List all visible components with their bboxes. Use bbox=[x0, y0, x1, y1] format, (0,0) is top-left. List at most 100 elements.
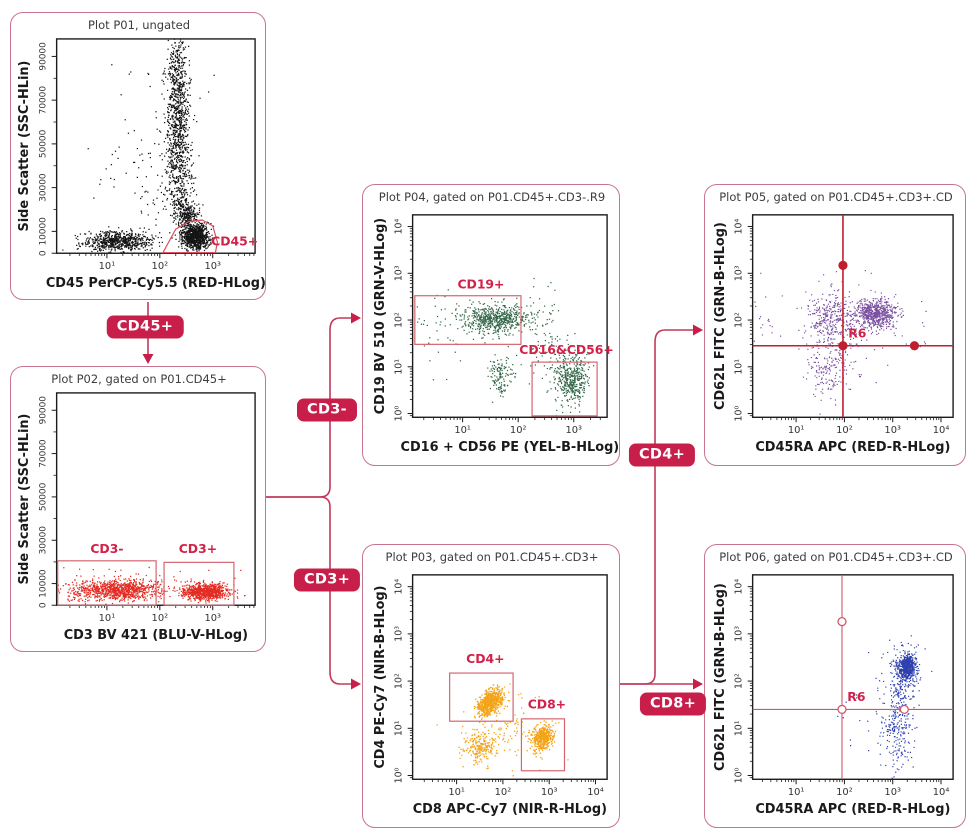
svg-text:10000: 10000 bbox=[39, 569, 49, 598]
svg-text:10³: 10³ bbox=[884, 425, 901, 436]
scatter-plot-p03: 10¹ 10² 10³ 10⁴ 10⁰ 10¹ 10² 10³ 10⁴ CD4+ CD8+ CD4 P… bbox=[373, 574, 608, 817]
svg-text:10⁰: 10⁰ bbox=[394, 767, 405, 783]
dot-cluster bbox=[57, 573, 176, 605]
quadrant-handle[interactable] bbox=[838, 341, 848, 351]
plot-title-p06: Plot P06, gated on P01.CD45+.CD3+.CD bbox=[719, 550, 953, 564]
quadrant-handle[interactable] bbox=[838, 260, 848, 270]
svg-text:10⁴: 10⁴ bbox=[734, 218, 745, 234]
quadrant-handle[interactable] bbox=[837, 616, 847, 627]
dot-cluster bbox=[487, 337, 518, 403]
gate-label: R6 bbox=[847, 689, 865, 704]
svg-text:10³: 10³ bbox=[565, 425, 582, 436]
plot-frame bbox=[411, 574, 608, 780]
scatter-plot-p02: 10¹ 10² 10³ 0 10000 30000 50000 70000 90000 CD3- C… bbox=[17, 392, 256, 643]
quadrant-handle[interactable] bbox=[909, 341, 920, 351]
plot-title-p03: Plot P03, gated on P01.CD45+.CD3+ bbox=[385, 550, 599, 564]
svg-text:10³: 10³ bbox=[394, 626, 405, 642]
cd3-positive-gate[interactable] bbox=[163, 561, 235, 606]
plot-title-p05: Plot P05, gated on P01.CD45+.CD3+.CD bbox=[719, 190, 953, 204]
dot-cluster bbox=[174, 218, 215, 254]
plot-frame bbox=[751, 574, 954, 780]
svg-text:10²: 10² bbox=[836, 425, 853, 436]
scatter-plot-p05: 10¹ 10² 10³ 10⁴ 10⁰ 10¹ 10² 10³ 10⁴ R6 CD62L FITC … bbox=[713, 214, 954, 455]
quadrant-handle[interactable] bbox=[837, 704, 847, 715]
svg-text:10¹: 10¹ bbox=[734, 359, 745, 375]
svg-text:10⁴: 10⁴ bbox=[587, 787, 604, 798]
svg-text:10⁰: 10⁰ bbox=[394, 405, 405, 421]
y-axis-label: CD62L FITC (GRN-B-HLog) bbox=[713, 222, 728, 410]
dot-cluster bbox=[163, 38, 191, 117]
gate-label: CD8+ bbox=[528, 696, 566, 711]
dot-cluster bbox=[172, 579, 246, 604]
x-axis-label: CD16 + CD56 PE (YEL-B-HLog) bbox=[401, 440, 619, 455]
dot-cluster bbox=[63, 566, 246, 605]
svg-text:10²: 10² bbox=[836, 787, 853, 798]
svg-text:10³: 10³ bbox=[884, 787, 901, 798]
gate-label: R6 bbox=[848, 325, 866, 340]
x-axis-label: CD8 APC-Cy7 (NIR-R-HLog) bbox=[413, 802, 607, 817]
gate-badge-cd3-positive: CD3+ bbox=[293, 568, 361, 592]
dot-cluster bbox=[798, 271, 872, 360]
y-axis-label: Side Scatter (SSC-HLin) bbox=[17, 61, 32, 232]
scatter-plot-p04: 10¹ 10² 10³ 10⁰ 10¹ 10² 10³ 10⁴ CD19+ CD16&CD56+ C… bbox=[373, 214, 619, 455]
arrowhead-icon bbox=[351, 312, 361, 324]
svg-text:30000: 30000 bbox=[39, 173, 49, 202]
cd3-negative-gate[interactable] bbox=[57, 560, 157, 606]
svg-text:10²: 10² bbox=[510, 425, 527, 436]
connector-line bbox=[620, 329, 694, 685]
dot-cluster bbox=[877, 683, 918, 779]
x-axis-label: CD45RA APC (RED-R-HLog) bbox=[755, 440, 950, 455]
dot-cluster bbox=[87, 64, 215, 251]
svg-text:10¹: 10¹ bbox=[448, 787, 465, 798]
gate-label: CD45+ bbox=[211, 233, 258, 248]
x-axis-label: CD45 PerCP-Cy5.5 (RED-HLog) bbox=[46, 276, 265, 291]
gate-label: CD19+ bbox=[457, 277, 504, 292]
svg-text:10³: 10³ bbox=[734, 626, 745, 642]
dot-cluster bbox=[802, 328, 861, 415]
plot-frame bbox=[55, 38, 256, 254]
svg-text:10¹: 10¹ bbox=[454, 425, 471, 436]
svg-text:10²: 10² bbox=[394, 312, 405, 328]
dot-cluster bbox=[458, 725, 507, 770]
plot-frame bbox=[751, 214, 954, 418]
svg-text:10¹: 10¹ bbox=[734, 720, 745, 736]
gate-badge-cd8-positive: CD8+ bbox=[639, 692, 707, 716]
arrowhead-icon bbox=[142, 354, 154, 364]
quadrant-handle[interactable] bbox=[899, 704, 909, 715]
dot-clusters bbox=[837, 635, 933, 779]
svg-text:10¹: 10¹ bbox=[99, 613, 116, 624]
svg-text:10⁴: 10⁴ bbox=[933, 425, 950, 436]
svg-text:10⁴: 10⁴ bbox=[734, 579, 745, 595]
gate-badge-cd4-positive: CD4+ bbox=[628, 443, 696, 467]
svg-text:0: 0 bbox=[39, 602, 49, 608]
cd19-positive-gate[interactable] bbox=[414, 295, 522, 345]
dot-cluster bbox=[436, 683, 569, 777]
svg-text:10³: 10³ bbox=[204, 261, 221, 272]
cd16-cd56-positive-gate[interactable] bbox=[531, 361, 598, 417]
y-axis-label: Side Scatter (SSC-HLin) bbox=[17, 414, 32, 585]
dot-cluster bbox=[473, 684, 510, 726]
gate-label: CD16&CD56+ bbox=[519, 342, 613, 357]
svg-text:10³: 10³ bbox=[734, 265, 745, 281]
svg-text:50000: 50000 bbox=[39, 482, 49, 511]
gate-badge-cd3-negative: CD3- bbox=[297, 398, 357, 422]
svg-text:10²: 10² bbox=[394, 673, 405, 689]
svg-text:10⁴: 10⁴ bbox=[933, 787, 950, 798]
plot-frame bbox=[411, 214, 608, 418]
svg-text:10²: 10² bbox=[495, 787, 512, 798]
dot-cluster bbox=[527, 720, 557, 760]
dot-cluster bbox=[62, 226, 173, 254]
plot-card-p01: Plot P01, ungated 10¹ 10² 10³ 0 10000 30000 50… bbox=[10, 12, 266, 300]
cd8-positive-gate[interactable] bbox=[520, 718, 566, 772]
cd45-gate[interactable] bbox=[162, 219, 219, 254]
dot-cluster bbox=[444, 297, 548, 344]
cd4-positive-gate[interactable] bbox=[449, 672, 514, 722]
plot-card-p06: Plot P06, gated on P01.CD45+.CD3+.CD 10¹… bbox=[704, 544, 966, 828]
dot-cluster bbox=[753, 272, 783, 342]
dot-clusters bbox=[57, 566, 246, 606]
svg-text:10⁰: 10⁰ bbox=[734, 405, 745, 421]
plot-title-p04: Plot P04, gated on P01.CD45+.CD3-.R9 bbox=[378, 190, 606, 204]
dot-cluster bbox=[513, 277, 585, 393]
gate-label: CD4+ bbox=[466, 651, 504, 666]
